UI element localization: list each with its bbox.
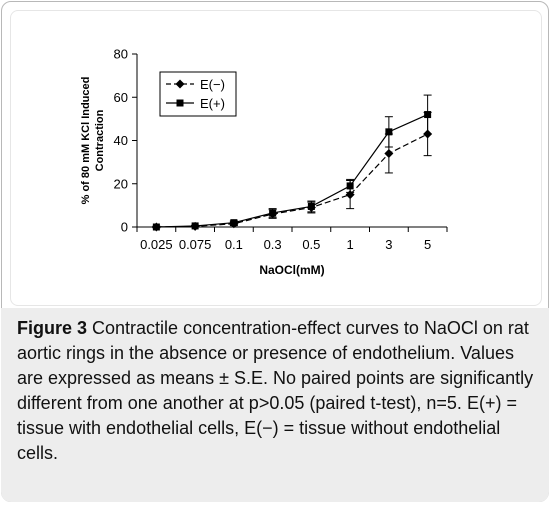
y-tick-label: 0: [121, 220, 128, 235]
legend-box: [159, 71, 237, 117]
chart-panel: [10, 10, 542, 306]
data-point-e-plus: [307, 202, 315, 210]
data-point-e-plus: [191, 222, 199, 230]
legend-marker-e-plus: [176, 99, 184, 107]
data-point-e-plus: [346, 182, 354, 190]
series-line-e-minus: [156, 133, 428, 228]
data-point-e-plus: [230, 219, 238, 227]
y-tick-label: 80: [114, 47, 128, 62]
data-point-e-plus: [269, 209, 277, 217]
y-tick-label: 20: [114, 176, 128, 191]
y-axis-title-line-1: % of 80 mM KCl Induced: [80, 77, 92, 205]
x-tick-label: 0.075: [179, 237, 212, 252]
data-point-e-plus: [152, 223, 160, 231]
caption-panel: [1, 308, 549, 502]
x-tick-label: 0.1: [225, 237, 243, 252]
y-axis-title-line-2: Contraction: [94, 109, 106, 171]
y-tick-label: 40: [114, 133, 128, 148]
x-tick-label: 5: [424, 237, 431, 252]
data-point-e-plus: [385, 128, 393, 136]
x-tick-label: 0.5: [302, 237, 320, 252]
x-tick-label: 3: [385, 237, 392, 252]
x-tick-label: 0.025: [140, 237, 173, 252]
line-chart: 0 20 40 60 80 0.025 0.075 0.1 0.3 0.5 1 3 5 NaOCl(mM)…: [80, 47, 448, 277]
x-axis-title: NaOCl(mM): [259, 263, 324, 277]
data-point-e-minus: [384, 148, 394, 158]
data-point-e-plus: [424, 111, 432, 119]
x-tick-label: 0.3: [264, 237, 282, 252]
figure-caption: Figure 3 Contractile concentration-effec…: [17, 316, 539, 466]
caption-label: Figure 3: [17, 318, 88, 338]
y-tick-label: 60: [114, 90, 128, 105]
caption-text: Contractile concentration-effect curves …: [17, 318, 534, 463]
legend-label-e-minus: E(−): [200, 77, 225, 92]
legend-marker-e-minus: [175, 79, 185, 89]
legend-label-e-plus: E(+): [200, 96, 225, 111]
series-line-e-plus: [156, 114, 428, 228]
x-tick-label: 1: [347, 237, 354, 252]
